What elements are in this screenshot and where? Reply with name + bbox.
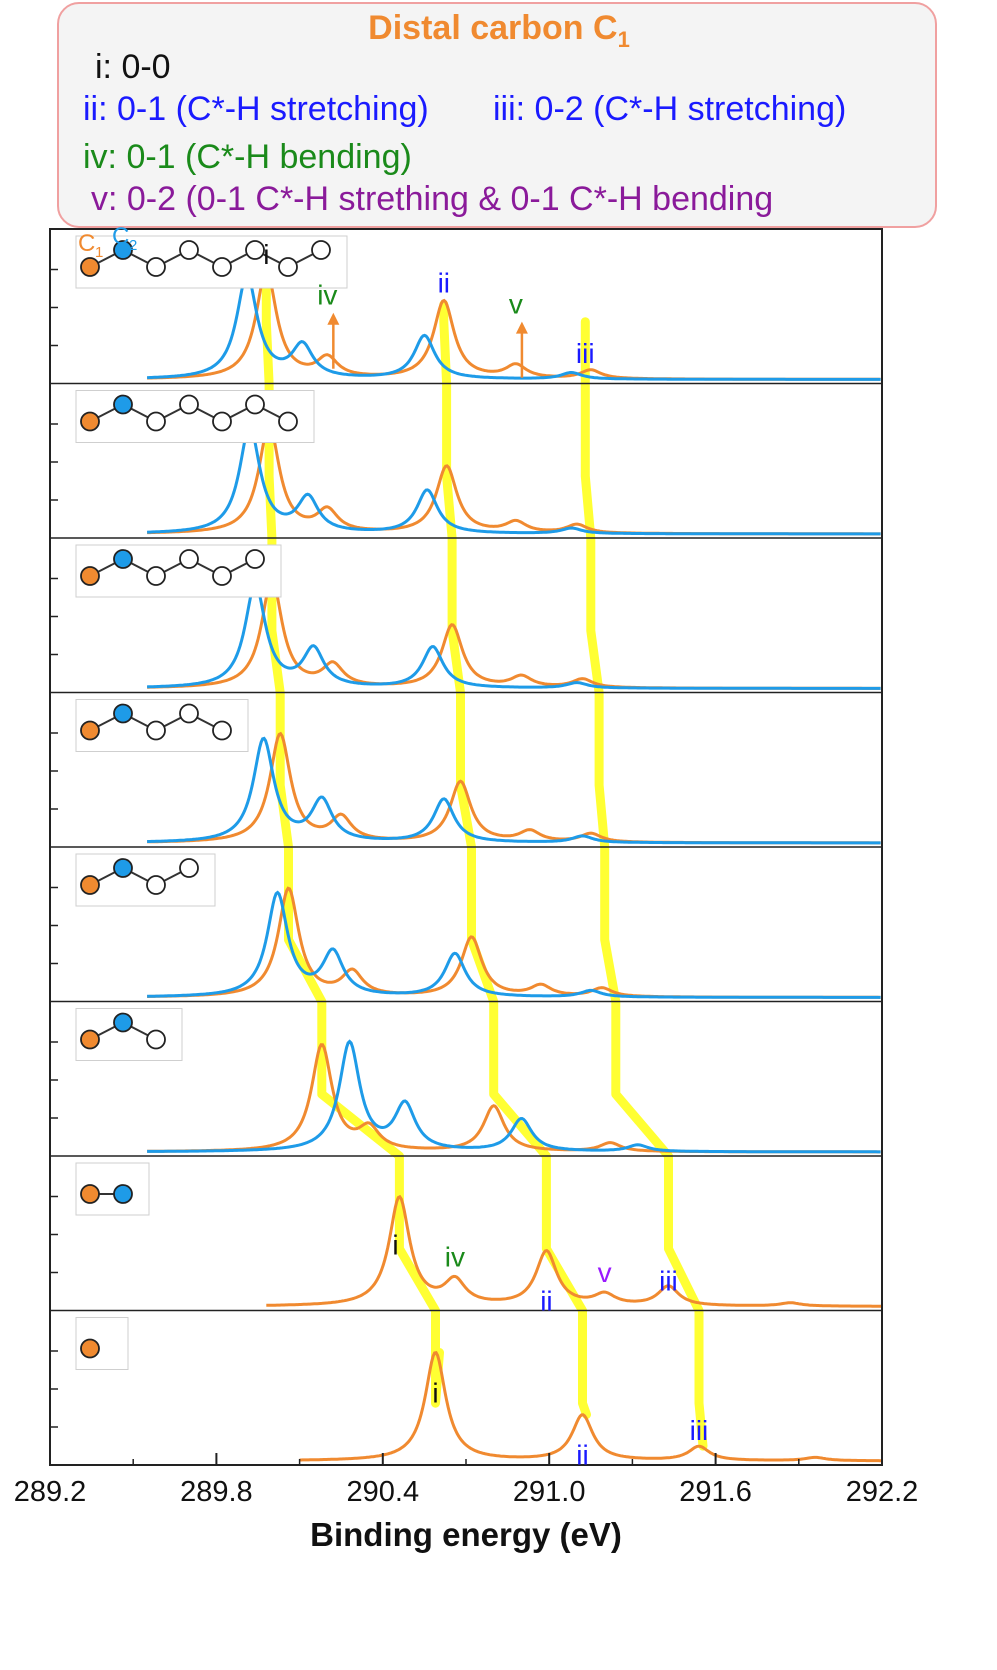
molecule-bond (89, 866, 190, 887)
atom (179, 858, 199, 878)
atom (212, 720, 232, 741)
peak-label-i: i (263, 239, 269, 270)
atom-c1 (80, 875, 100, 895)
atom (179, 394, 199, 415)
atom (146, 875, 166, 895)
atom-c2 (113, 703, 133, 724)
x-tick-label: 292.2 (846, 1476, 919, 1508)
x-tick-label: 289.8 (180, 1476, 253, 1508)
atom-c1 (80, 1338, 100, 1359)
atom (179, 549, 199, 569)
atom (179, 240, 199, 260)
atom-c1 (80, 720, 100, 741)
atom (245, 240, 265, 260)
series-c2-line (147, 424, 881, 536)
series-c1-line (147, 731, 881, 845)
atom (146, 411, 166, 432)
x-tick-label: 291.6 (679, 1476, 752, 1508)
x-axis-label: Binding energy (eV) (310, 1516, 622, 1553)
legend-box: Distal carbon C1 i: 0-0 ii: 0-1 (C*-H st… (57, 2, 937, 228)
atom-c2 (113, 394, 133, 415)
annotation-arrow-head (515, 321, 528, 334)
atom (179, 703, 199, 724)
guide-line-ii (439, 299, 591, 1420)
atom-label-c1: C (78, 230, 95, 257)
atom (146, 1029, 166, 1050)
legend-entry-iii: iii: 0-2 (C*-H stretching) (493, 90, 847, 128)
peak-label-ii: ii (540, 1286, 552, 1317)
series-c2-line (147, 736, 881, 845)
legend-entry-i: i: 0-0 (95, 48, 171, 86)
series-c2-line (147, 273, 881, 381)
atom (245, 394, 265, 415)
atom (212, 257, 232, 277)
atom (146, 257, 166, 277)
atom (146, 566, 166, 586)
peak-label-iii: iii (576, 338, 595, 369)
x-tick-label: 289.2 (14, 1476, 87, 1508)
peak-label-i: i (432, 1377, 438, 1408)
series-c1-line (147, 886, 881, 999)
legend-entry-ii: ii: 0-1 (C*-H stretching) (83, 90, 429, 128)
atom (146, 720, 166, 741)
peak-label-ii: ii (438, 267, 450, 298)
atom-c2 (113, 549, 133, 569)
series-c2-line (147, 581, 881, 690)
atom (278, 257, 298, 277)
atom-label-c2: C (112, 223, 129, 250)
atom-c2 (113, 240, 133, 260)
atom-c1 (80, 1029, 100, 1050)
peak-label-iv: iv (445, 1241, 465, 1272)
legend-entry-iv: iv: 0-1 (C*-H bending) (83, 138, 412, 176)
peak-label-ii: ii (576, 1440, 588, 1471)
atom (245, 549, 265, 569)
peak-label-iii: iii (659, 1266, 678, 1297)
atom-c1 (80, 1184, 100, 1204)
atom-c2 (113, 858, 133, 878)
atom-c2 (113, 1012, 133, 1033)
series-c1-line (266, 1194, 882, 1308)
peak-label-i: i (392, 1230, 398, 1261)
atom (311, 240, 331, 260)
legend-entry-v: v: 0-2 (0-1 C*-H strething & 0-1 C*-H be… (91, 180, 774, 218)
x-tick-label: 291.0 (513, 1476, 586, 1508)
atom-c1 (80, 411, 100, 432)
peak-label-iv: iv (317, 280, 337, 311)
annotation-arrow-head (327, 312, 340, 325)
peak-label-v: v (509, 289, 523, 320)
atom (212, 566, 232, 586)
series-c1-line (147, 1043, 881, 1154)
atom-label-c2-sub: 2 (129, 237, 137, 254)
series-c1-line (299, 1351, 882, 1463)
atom-c1 (80, 566, 100, 586)
x-tick-label: 290.4 (347, 1476, 420, 1508)
atom (278, 411, 298, 432)
atom (212, 411, 232, 432)
peak-label-iii: iii (690, 1415, 709, 1446)
series-c2-line (147, 1039, 881, 1154)
series-c2-line (147, 890, 881, 999)
atom-c2 (113, 1184, 133, 1204)
atom-label-c1-sub: 1 (95, 244, 103, 261)
peak-label-v: v (598, 1257, 612, 1288)
legend-title: Distal carbon C1 (368, 9, 630, 52)
atom-c1 (80, 257, 100, 277)
